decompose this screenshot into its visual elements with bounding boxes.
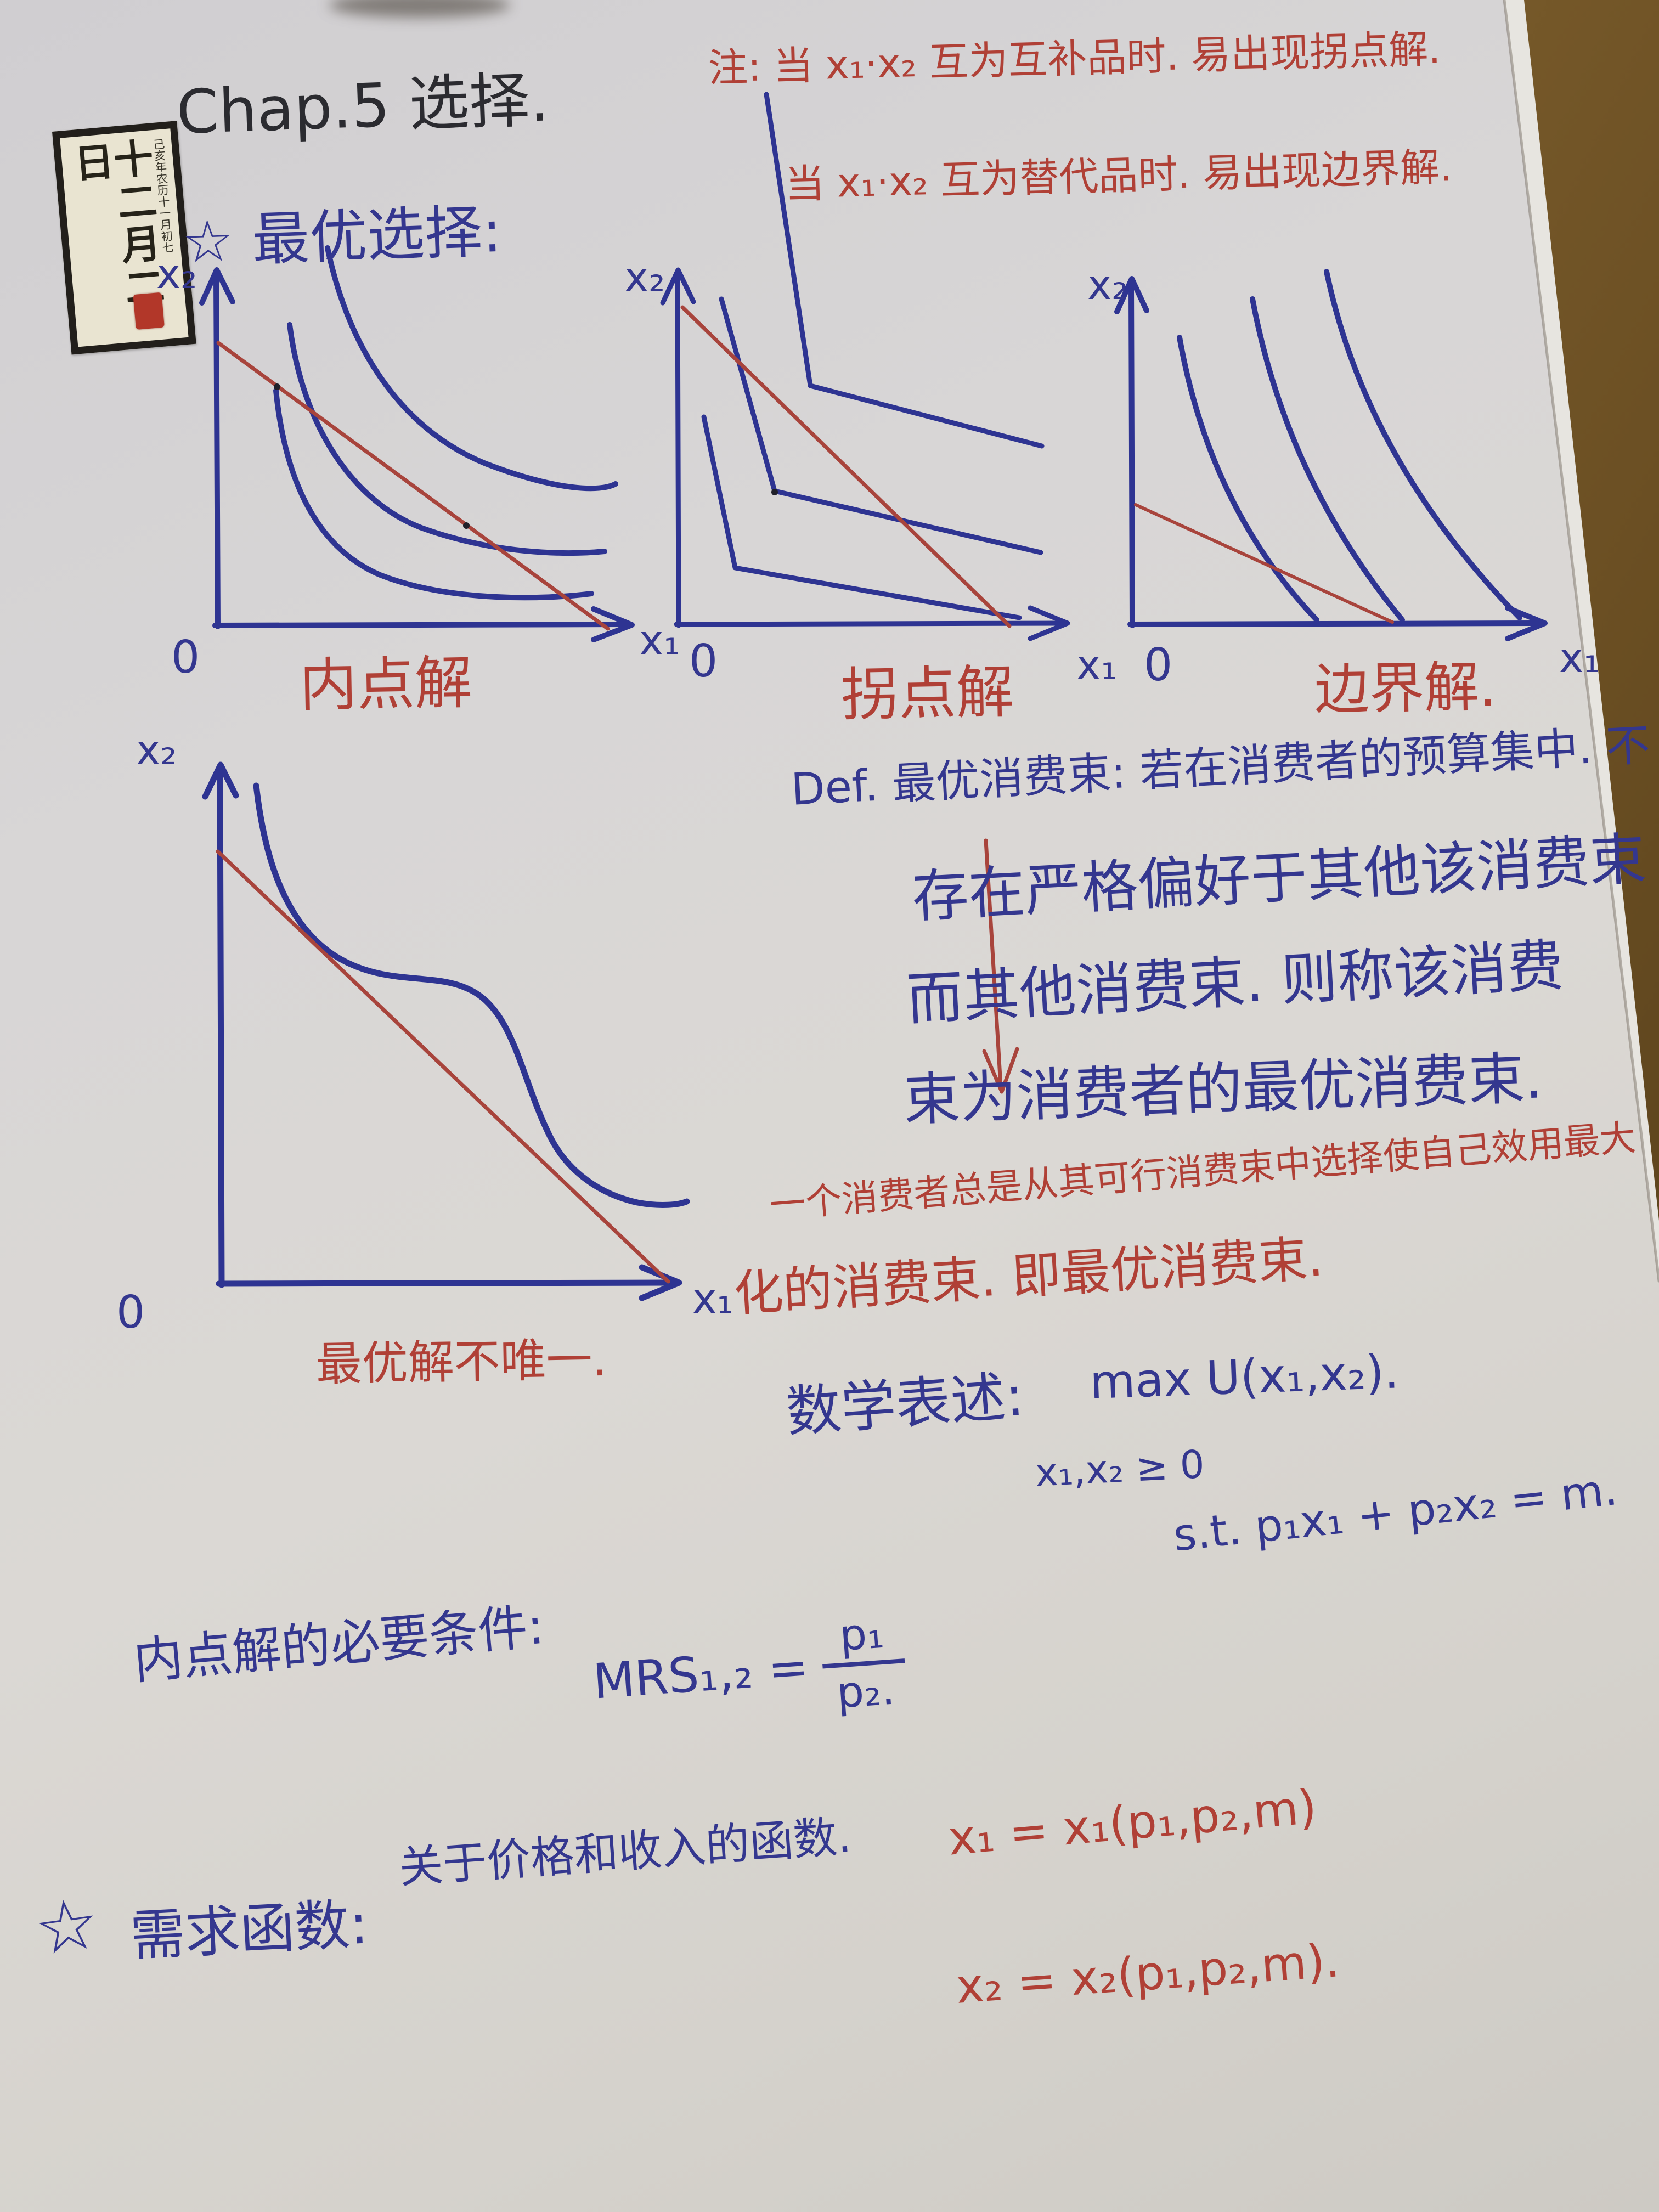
boundary-x-axis-arrow-icon [1505,605,1548,641]
paper-edge-line [1503,0,1659,1283]
indifference-curve-3 [325,245,618,492]
kink-caption: 拐点解 [840,658,1014,729]
interior-x-label: x₁ [639,616,680,664]
nonunique-origin-label: 0 [116,1286,145,1339]
nonunique-caption: 最优解不唯一. [315,1332,608,1391]
interior-graph-figure [199,245,635,642]
boundary-x-axis [1127,620,1539,627]
kink-graph-figure [660,92,1070,641]
fraction-numerator: p₁ [838,1608,886,1661]
steep-curve-1 [1177,335,1319,623]
nonunique-x-axis-arrow-icon [639,1264,682,1301]
kink-x-axis-arrow-icon [1028,605,1070,641]
nonunique-graph-figure [202,761,690,1301]
interior-y-axis [213,274,221,629]
mrs-formula-lhs: MRS₁,₂ = [591,1638,811,1710]
boundary-y-axis-arrow-icon [1114,276,1149,314]
kinked-curve-mid [719,296,1043,555]
wavy-indifference-curve [253,782,690,1208]
optimal-choice-heading-text: 最优选择: [251,198,503,274]
math-objective: max U(x₁,x₂). [1088,1345,1400,1410]
definition-arrow [982,838,1019,1094]
math-domain: x₁,x₂ ≥ 0 [1034,1441,1206,1496]
page-title: Chap.5 选择. [175,64,550,148]
kink-y-axis-arrow-icon [660,267,696,306]
interior-caption: 内点解 [298,649,473,719]
indifference-curve-2 [287,322,607,556]
boundary-x-label: x₁ [1559,634,1600,682]
mrs-formula: MRS₁,₂ = p₁ p₂. [590,1608,908,1731]
indifference-curve-1 [273,388,594,601]
demand-function-label: 需求函数: [128,1892,370,1968]
boundary-origin-label: 0 [1144,639,1173,691]
interior-x-axis-arrow-icon [591,606,635,642]
interior-x-axis [212,622,625,628]
interior-y-axis-arrow-icon [199,267,235,306]
arrow-shaft [984,838,1003,1088]
budget-line [680,305,1012,628]
kink-y-label: x₂ [624,253,665,301]
nonunique-y-axis [217,769,225,1288]
kinked-curve-high [764,92,1045,449]
tangency-dot [463,522,470,529]
budget-line [216,341,610,631]
star-icon: ☆ [29,1880,105,1972]
interior-origin-label: 0 [171,631,200,684]
date-stamp: 十二月二日 己亥年农历十一月初七 [52,121,196,355]
steep-curve-2 [1250,296,1405,623]
boundary-y-label: x₂ [1087,261,1128,309]
budget-line [1134,503,1394,624]
nonunique-x-axis [216,1279,674,1287]
fraction-denominator: p₂. [835,1664,896,1718]
kinked-curve-low [701,414,1022,620]
boundary-y-axis [1128,284,1135,628]
nonunique-y-label: x₂ [136,726,177,774]
kink-origin-label: 0 [689,635,718,687]
kink-y-axis [675,274,681,628]
nonunique-y-axis-arrow-icon [202,761,239,800]
boundary-caption: 边界解. [1313,654,1497,722]
boundary-graph-figure [1114,269,1548,641]
nonunique-x-label: x₁ [692,1274,733,1323]
math-heading: 数学表述: [784,1363,1026,1444]
arrow-head-icon [982,1047,1019,1094]
budget-line [216,849,670,1284]
interior-y-label: x₂ [156,250,198,298]
optimal-choice-heading: ☆ 最优选择: [181,198,503,276]
kink-dot [771,489,778,495]
price-ratio-fraction: p₁ p₂. [819,1608,908,1718]
kink-x-axis [674,620,1062,627]
intersection-dot [274,383,280,390]
kink-x-label: x₁ [1076,641,1118,689]
steep-curve-3 [1324,269,1522,620]
